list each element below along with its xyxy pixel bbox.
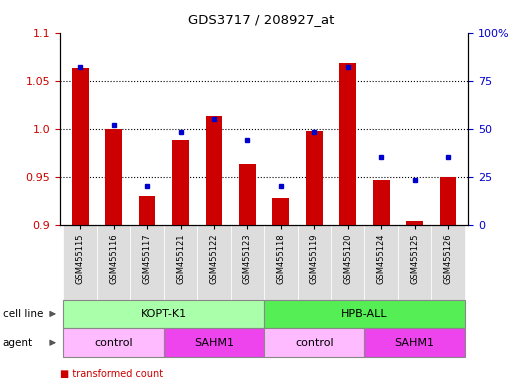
Text: GDS3717 / 208927_at: GDS3717 / 208927_at	[188, 13, 335, 26]
Bar	[239, 164, 256, 225]
Text: SAHM1: SAHM1	[194, 338, 234, 348]
Bar	[72, 68, 88, 225]
Text: control: control	[295, 338, 334, 348]
Text: control: control	[94, 338, 133, 348]
Bar	[139, 196, 155, 225]
Text: ■ transformed count: ■ transformed count	[60, 369, 163, 379]
Text: cell line: cell line	[3, 309, 43, 319]
Bar	[172, 140, 189, 225]
Text: SAHM1: SAHM1	[394, 338, 435, 348]
Bar	[272, 198, 289, 225]
Text: HPB-ALL: HPB-ALL	[341, 309, 388, 319]
Bar	[206, 116, 222, 225]
Bar	[373, 180, 390, 225]
Bar	[406, 221, 423, 225]
Bar	[105, 129, 122, 225]
Text: agent: agent	[3, 338, 33, 348]
Bar	[440, 177, 457, 225]
Bar	[339, 63, 356, 225]
Bar	[306, 131, 323, 225]
Text: KOPT-K1: KOPT-K1	[141, 309, 187, 319]
